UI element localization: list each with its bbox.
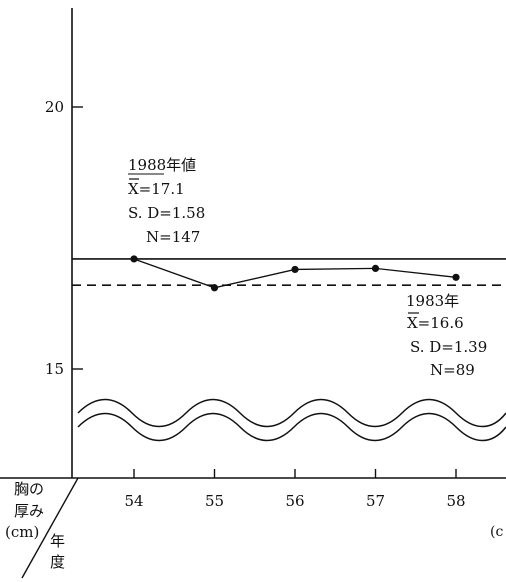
data-point xyxy=(210,284,219,292)
annotation-1988-mean: X=17.1 xyxy=(128,180,185,198)
data-point xyxy=(291,265,299,274)
series-line xyxy=(133,258,457,289)
data-point xyxy=(452,273,460,281)
axis-break-wave-lower xyxy=(77,412,506,442)
x-tick-label: 54 xyxy=(124,492,143,510)
data-point xyxy=(130,255,138,263)
y-axis-label-line2: 厚み xyxy=(14,502,44,520)
y-tick-label: 15 xyxy=(45,360,64,378)
x-axis-label-line1: 年 xyxy=(50,532,65,550)
y-tick-label: 20 xyxy=(45,98,64,116)
annotation-1983-mean: X=16.6 xyxy=(407,314,464,332)
annotation-1983-sd: S. D=1.39 xyxy=(410,338,487,356)
annotation-1988-title: 1988年値 xyxy=(128,156,196,174)
annotation-1983: 1983年 X=16.6 S. D=1.39 N=89 xyxy=(406,292,487,379)
annotation-1988-n: N=147 xyxy=(146,228,200,246)
y-axis-label: 胸の 厚み (cm) xyxy=(5,480,44,541)
annotation-1988-sd: S. D=1.58 xyxy=(128,204,205,222)
x-tick-label: 58 xyxy=(446,492,465,510)
right-cut-label: (c xyxy=(490,524,503,540)
reference-lines xyxy=(72,258,506,286)
annotation-1983-n: N=89 xyxy=(430,361,475,379)
y-axis-label-line3: (cm) xyxy=(5,523,39,541)
data-point xyxy=(371,264,380,272)
annotation-1988: 1988年値 X=17.1 S. D=1.58 N=147 xyxy=(128,156,205,246)
x-axis-label: 年 度 xyxy=(50,532,65,571)
x-tick-label: 57 xyxy=(366,492,385,510)
x-tick-label: 55 xyxy=(205,492,224,510)
annotation-1983-title: 1983年 xyxy=(406,292,459,310)
axis-break xyxy=(77,398,506,442)
x-axis-label-line2: 度 xyxy=(50,553,65,571)
y-axis-label-line1: 胸の xyxy=(14,480,44,498)
x-ticks: 54 55 56 57 58 xyxy=(124,469,466,510)
x-tick-label: 56 xyxy=(285,492,304,510)
data-series xyxy=(130,255,460,292)
corner-diagonal-line xyxy=(21,477,79,579)
axis-break-wave-upper xyxy=(77,398,506,428)
